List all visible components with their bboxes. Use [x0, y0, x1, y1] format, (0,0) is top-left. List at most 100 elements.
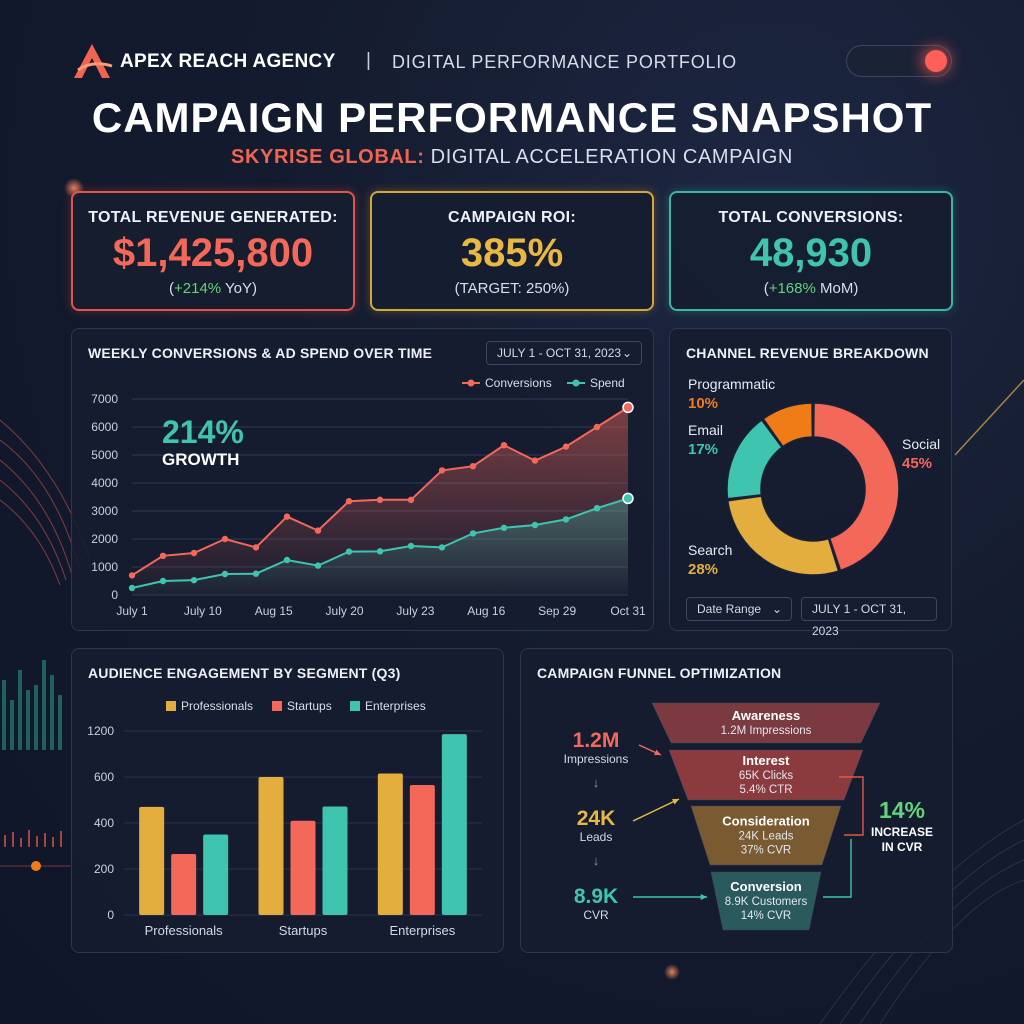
funnel-stage-detail: 8.9K Customers — [725, 896, 808, 908]
connector-arrowhead — [700, 893, 707, 901]
campaign-name: DIGITAL ACCELERATION CAMPAIGN — [424, 146, 793, 168]
apex-logo-icon — [74, 44, 113, 78]
funnel-stage-name: Awareness — [732, 708, 800, 723]
date-range-value[interactable]: JULY 1 - OCT 31, 2023 — [801, 597, 937, 638]
funnel-stage-detail: 65K Clicks — [739, 770, 794, 782]
slice-email[interactable] — [726, 418, 783, 500]
data-point[interactable] — [438, 544, 446, 551]
data-point[interactable] — [252, 544, 260, 551]
data-point[interactable] — [345, 548, 353, 555]
bar-startups[interactable] — [409, 785, 435, 915]
legend-label: Startups — [287, 699, 332, 713]
data-point[interactable] — [221, 570, 229, 578]
y-tick-label: 2000 — [91, 532, 118, 546]
funnel-stage-detail: 24K Leads — [739, 831, 794, 843]
bar-startups[interactable] — [171, 854, 197, 915]
left-bar-deco — [2, 660, 62, 750]
data-point[interactable] — [283, 513, 291, 520]
date-range-dropdown[interactable]: Date Range ⌄ — [686, 597, 792, 621]
bar-startups[interactable] — [290, 820, 316, 915]
kpi-card-roi: CAMPAIGN ROI: 385% (TARGET: 250%) — [370, 191, 654, 311]
data-point[interactable] — [190, 576, 198, 584]
y-tick-label: 0 — [111, 588, 118, 602]
legend-swatch — [166, 701, 176, 711]
x-tick-label: Sep 29 — [538, 604, 576, 618]
bar-enterprises[interactable] — [441, 734, 467, 915]
data-point[interactable] — [159, 552, 167, 559]
funnel-stage-awareness[interactable] — [651, 702, 881, 744]
chevron-down-icon: ⌄ — [621, 346, 632, 360]
data-point[interactable] — [283, 556, 291, 564]
data-point[interactable] — [159, 577, 167, 585]
x-tick-label: July 20 — [326, 604, 364, 618]
data-point[interactable] — [128, 572, 136, 579]
x-tick-label: Aug 16 — [467, 604, 505, 618]
kpi-value: 385% — [460, 231, 564, 275]
data-point[interactable] — [376, 548, 384, 555]
bar-professionals[interactable] — [377, 773, 403, 915]
data-point[interactable] — [438, 467, 446, 474]
x-tick-label: July 10 — [184, 604, 222, 618]
funnel-stage-conversion[interactable] — [710, 871, 822, 931]
y-tick-label: 600 — [94, 770, 114, 784]
data-point[interactable] — [531, 521, 539, 529]
data-point[interactable] — [407, 542, 415, 550]
toggle-switch-icon[interactable] — [846, 45, 952, 77]
data-point[interactable] — [593, 505, 601, 512]
data-point[interactable] — [469, 463, 477, 470]
slice-search[interactable] — [726, 495, 840, 576]
data-point[interactable] — [622, 401, 634, 414]
data-point[interactable] — [593, 423, 601, 431]
data-point[interactable] — [622, 492, 634, 505]
brand-separator: | — [366, 50, 371, 71]
legend-label: Spend — [590, 376, 625, 390]
data-point[interactable] — [190, 549, 198, 557]
growth-callout-value: 214% — [162, 414, 244, 450]
data-point[interactable] — [314, 527, 322, 534]
kpi-label: TOTAL CONVERSIONS: — [718, 209, 904, 226]
data-point[interactable] — [469, 530, 477, 537]
kpi-note: (TARGET: 250%) — [454, 280, 570, 297]
bar-professionals[interactable] — [258, 777, 284, 915]
bar-professionals[interactable] — [139, 806, 165, 915]
data-point[interactable] — [252, 570, 260, 577]
side-metric-label: Impressions — [564, 752, 629, 766]
connector-arrowhead — [672, 798, 679, 805]
funnel-stage-interest[interactable] — [668, 749, 864, 801]
cvr-increase-label: INCREASE — [871, 825, 933, 839]
data-point[interactable] — [407, 496, 415, 503]
donut-chart-panel: CHANNEL REVENUE BREAKDOWN Social 45% Searc… — [669, 328, 952, 638]
legend-label: Professionals — [181, 699, 253, 713]
slice-social[interactable] — [812, 402, 900, 572]
funnel-stage-consideration[interactable] — [690, 805, 842, 866]
bar-chart-panel: AUDIENCE ENGAGEMENT BY SEGMENT (Q3) 0 200… — [71, 648, 504, 953]
left-glow-dot — [31, 861, 41, 871]
data-point[interactable] — [221, 535, 229, 543]
bar-enterprises[interactable] — [322, 806, 348, 915]
funnel-stage-detail: 14% CVR — [741, 910, 792, 922]
cvr-increase-label: IN CVR — [882, 840, 923, 854]
funnel-stage-detail: 1.2M Impressions — [721, 725, 812, 737]
data-point[interactable] — [562, 516, 570, 523]
data-point[interactable] — [500, 524, 508, 531]
kpi-label: CAMPAIGN ROI: — [447, 209, 577, 226]
bar-chart: 0 200 400 600 1200 Professionals Startups Enter… — [87, 699, 482, 938]
cvr-increase-value: 14% — [879, 797, 925, 823]
data-point[interactable] — [376, 496, 384, 503]
bar-enterprises[interactable] — [203, 834, 229, 916]
x-tick-label: Aug 15 — [255, 604, 293, 618]
x-tick-label: Oct 31 — [610, 604, 646, 618]
data-point[interactable] — [500, 442, 508, 449]
slice-programmatic[interactable] — [762, 402, 814, 448]
y-tick-label: 5000 — [91, 448, 118, 462]
data-point[interactable] — [345, 498, 353, 505]
data-point[interactable] — [128, 584, 136, 592]
growth-callout-label: GROWTH — [162, 450, 239, 469]
data-point[interactable] — [314, 562, 322, 569]
data-point[interactable] — [562, 443, 570, 450]
line-chart-panel: WEEKLY CONVERSIONS & AD SPEND OVER TIME … — [71, 328, 654, 631]
data-point[interactable] — [531, 457, 539, 464]
slice-percent: 45% — [902, 455, 932, 472]
side-metric-label: Leads — [580, 830, 613, 844]
line-chart-date-range[interactable]: JULY 1 - OCT 31, 2023 ⌄ — [486, 341, 642, 365]
